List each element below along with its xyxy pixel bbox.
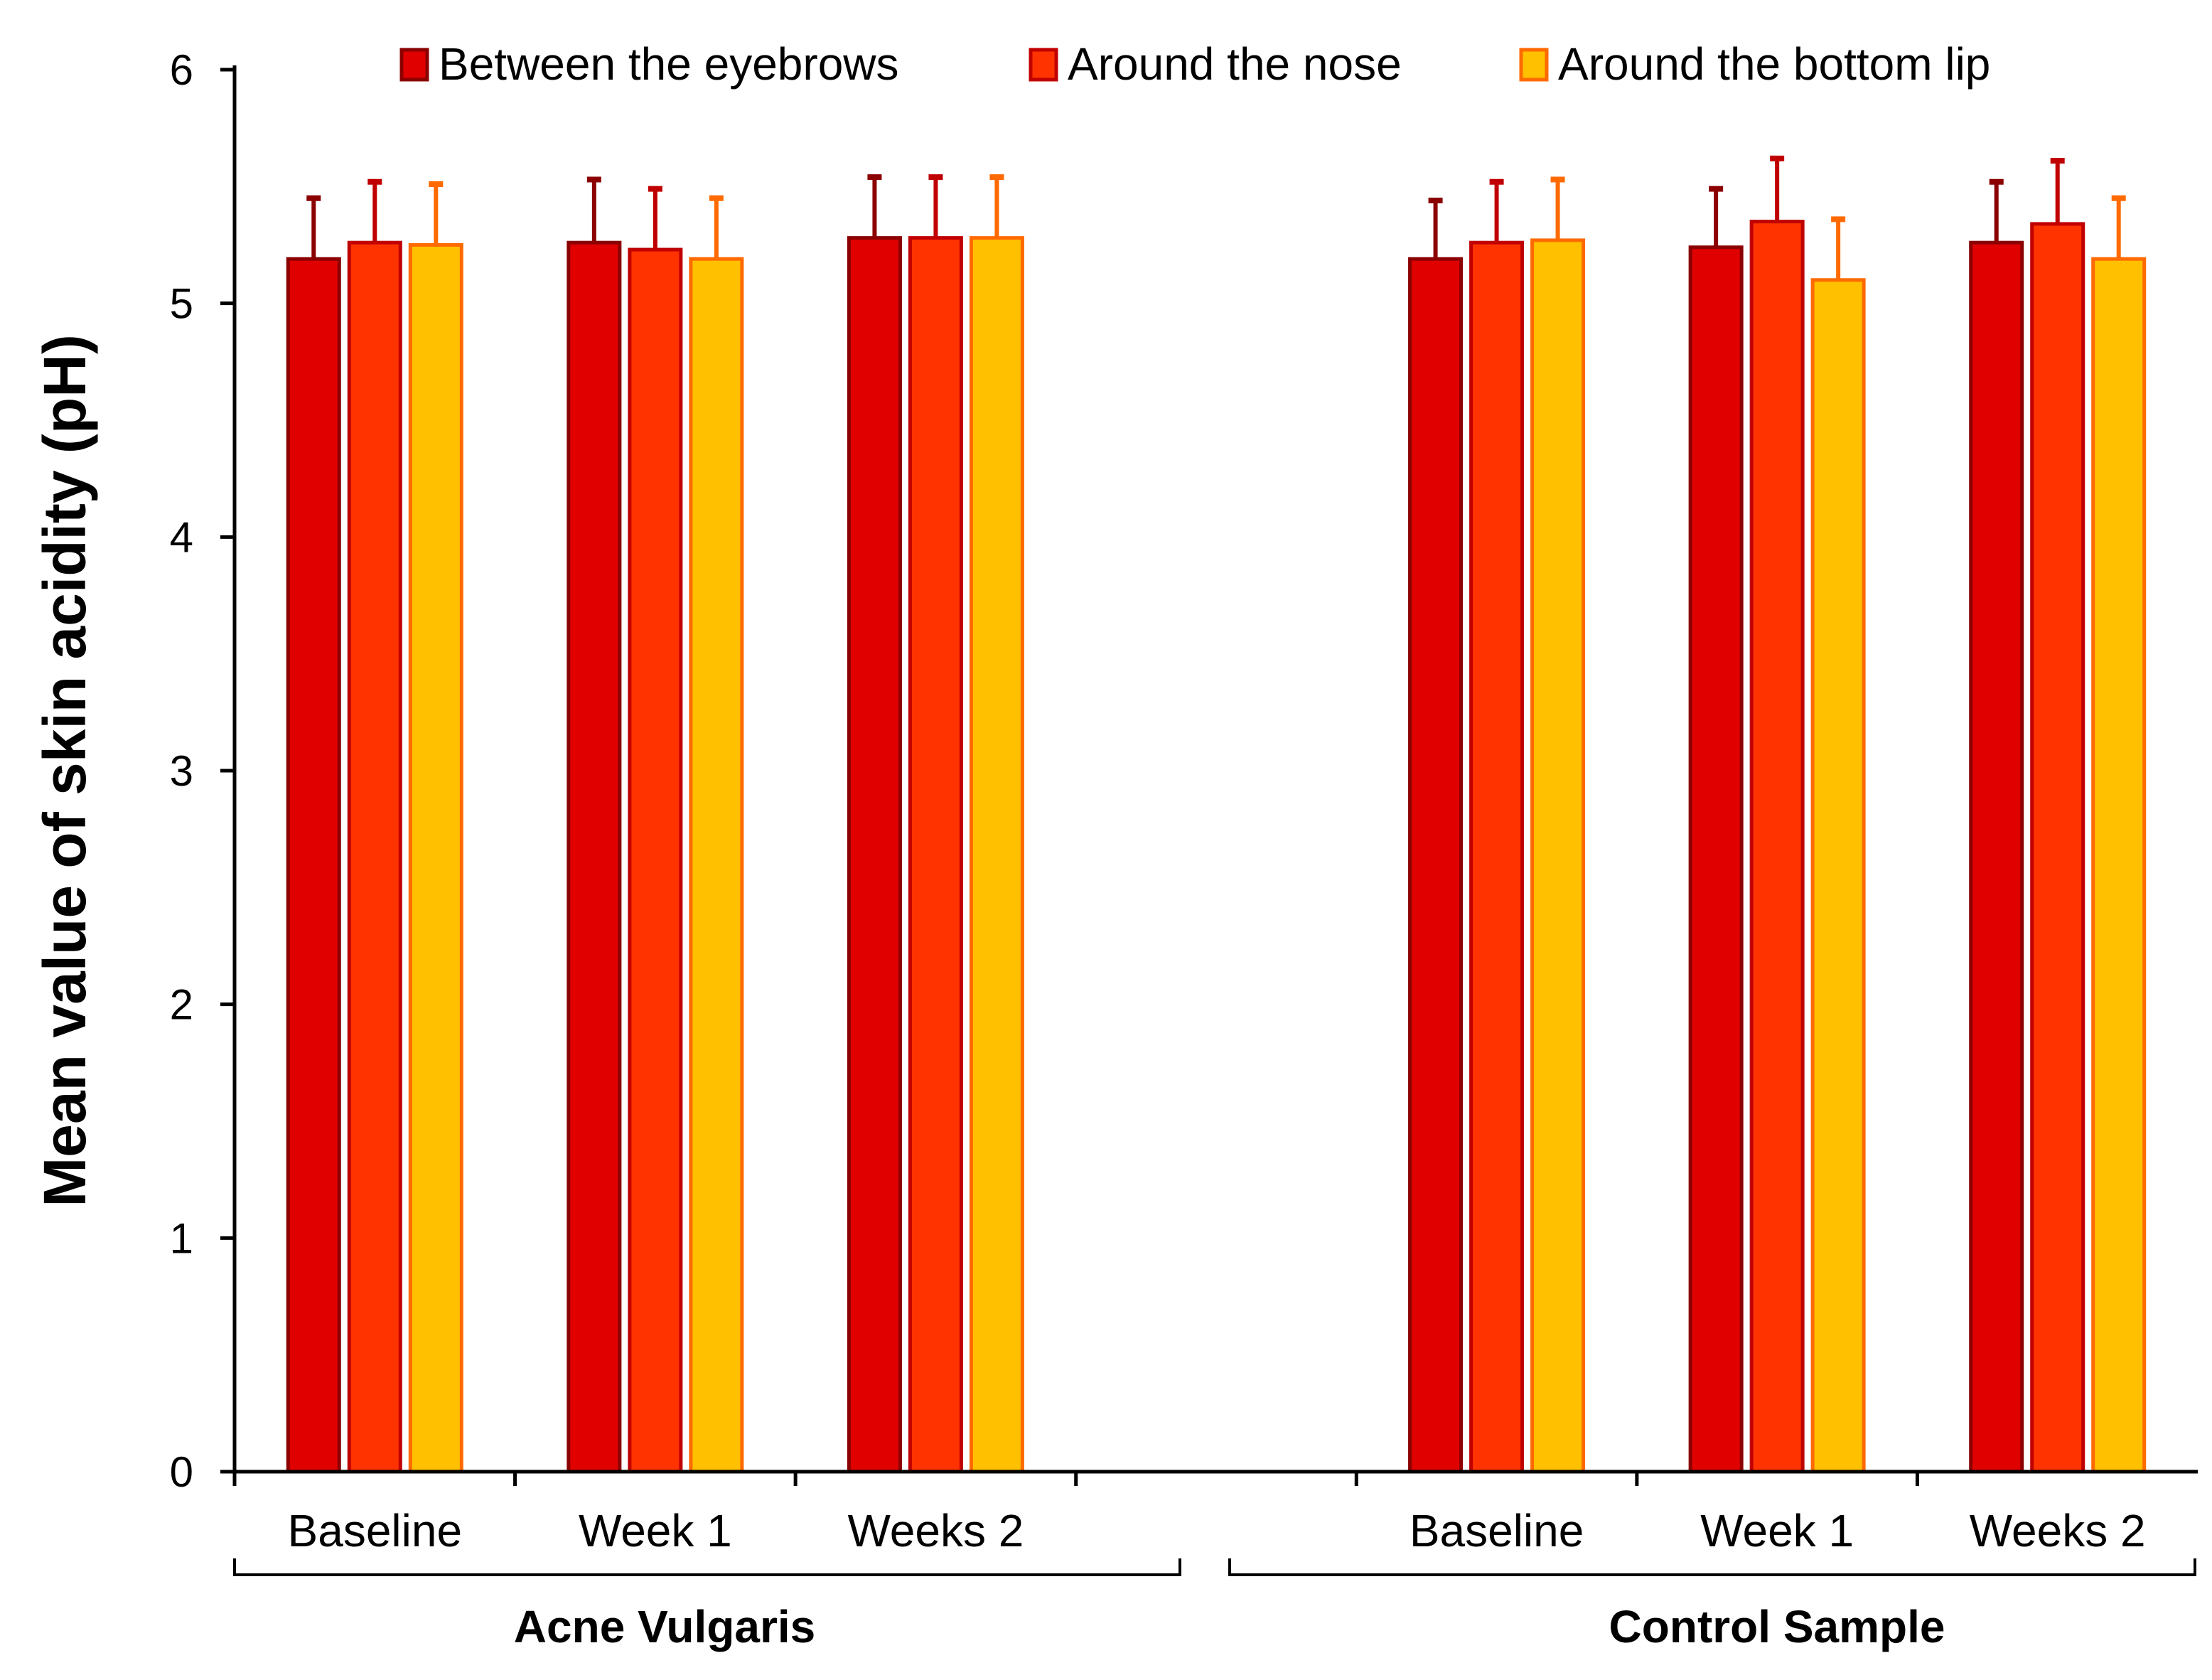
group-label: Acne Vulgaris bbox=[514, 1601, 815, 1652]
group-label: Control Sample bbox=[1609, 1601, 1945, 1652]
y-tick-label: 6 bbox=[170, 46, 193, 94]
bar-3-2 bbox=[689, 257, 744, 1474]
bar-2-2 bbox=[628, 247, 683, 1474]
legend-label-1: Between the eyebrows bbox=[439, 38, 899, 90]
bar-2-6 bbox=[2030, 222, 2085, 1474]
category-label: Week 1 bbox=[1700, 1505, 1854, 1556]
bar-3-4 bbox=[1530, 238, 1586, 1474]
bar-1-5 bbox=[1688, 245, 1744, 1474]
category-label: Week 1 bbox=[579, 1505, 732, 1556]
error-bars-layer bbox=[306, 155, 2126, 280]
bar-2-3 bbox=[908, 236, 963, 1474]
category-label: Weeks 2 bbox=[1970, 1505, 2146, 1556]
bar-1-3 bbox=[847, 236, 902, 1474]
bar-3-5 bbox=[1810, 278, 1866, 1474]
category-label: Baseline bbox=[288, 1505, 463, 1556]
y-tick-label: 1 bbox=[170, 1214, 193, 1262]
axes-layer bbox=[220, 65, 2198, 1576]
legend-label-3: Around the bottom lip bbox=[1558, 38, 1990, 90]
legend-swatch-3 bbox=[1519, 48, 1549, 82]
legend: Between the eyebrows Around the nose Aroun… bbox=[399, 38, 1990, 90]
legend-swatch-2 bbox=[1029, 48, 1058, 82]
bars-layer bbox=[286, 220, 2147, 1474]
bar-1-4 bbox=[1408, 257, 1464, 1474]
legend-swatch-1 bbox=[399, 48, 429, 82]
bar-3-6 bbox=[2091, 257, 2147, 1474]
category-label: Baseline bbox=[1410, 1505, 1584, 1556]
group-bracket bbox=[233, 1558, 1181, 1576]
y-tick-label: 0 bbox=[170, 1448, 193, 1496]
y-axis-title: Mean value of skin acidity (pH) bbox=[31, 334, 98, 1207]
bar-3-1 bbox=[408, 243, 463, 1474]
bar-1-1 bbox=[286, 257, 341, 1474]
bar-2-4 bbox=[1469, 240, 1525, 1474]
bar-2-1 bbox=[347, 240, 402, 1474]
group-bracket bbox=[1228, 1558, 2196, 1576]
y-tick-label: 3 bbox=[170, 747, 193, 795]
legend-label-2: Around the nose bbox=[1068, 38, 1402, 90]
y-tick-label: 5 bbox=[170, 280, 193, 328]
bar-1-6 bbox=[1969, 240, 2024, 1474]
bar-2-5 bbox=[1749, 220, 1805, 1474]
labels-layer: 0 1 2 3 4 5 6 Baseline Week 1 Weeks 2 Baseline Week… bbox=[31, 46, 2146, 1652]
category-label: Weeks 2 bbox=[848, 1505, 1024, 1556]
y-tick-label: 2 bbox=[170, 981, 193, 1029]
bar-1-2 bbox=[567, 240, 622, 1474]
y-tick-label: 4 bbox=[170, 513, 193, 561]
bar-3-3 bbox=[969, 236, 1024, 1474]
